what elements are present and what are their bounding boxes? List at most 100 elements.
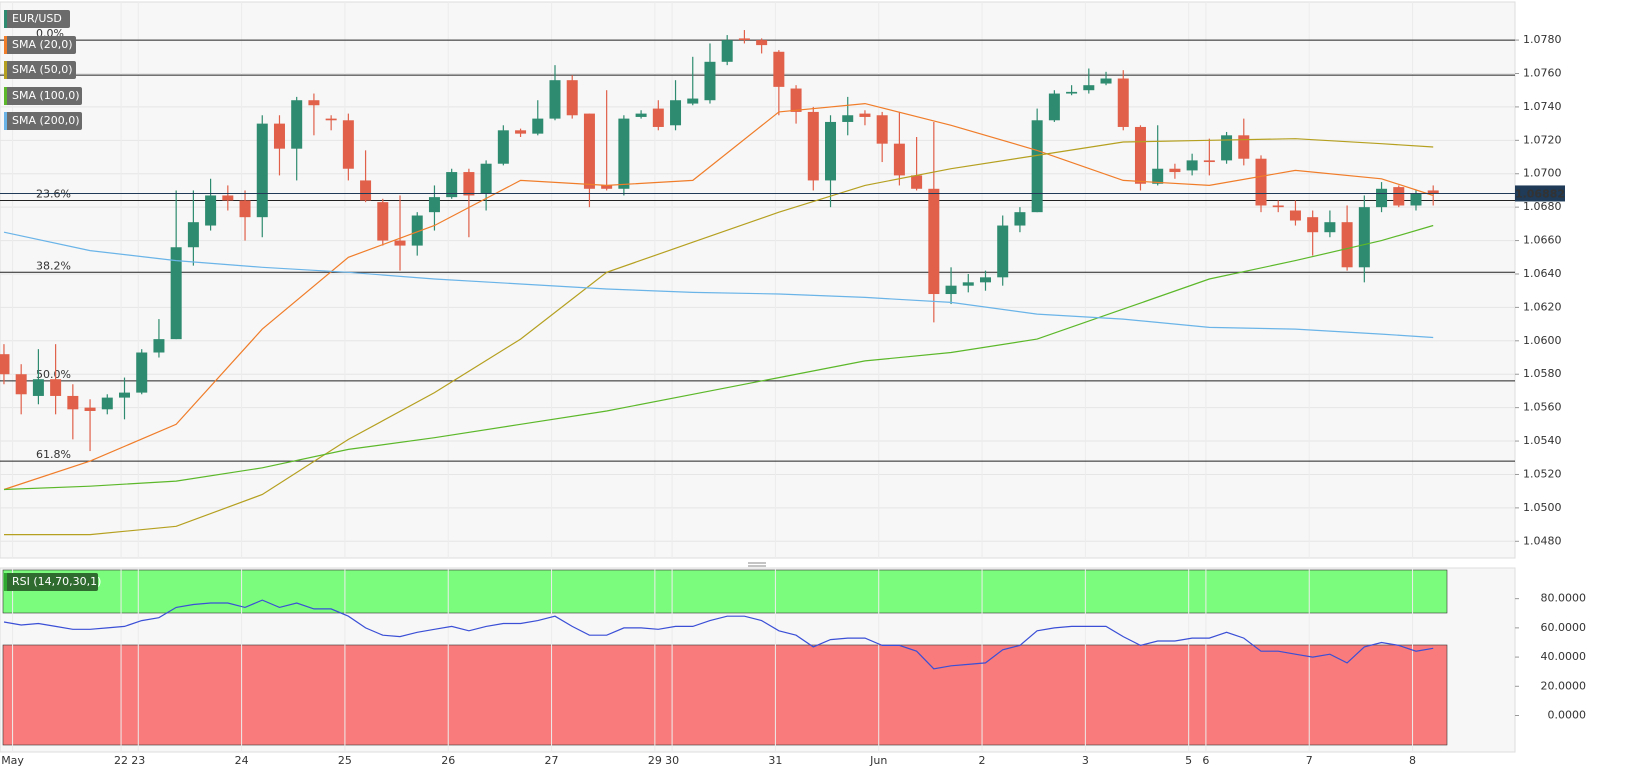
- candle-body: [84, 407, 96, 411]
- candle-body: [205, 195, 217, 226]
- legend-box: [4, 573, 98, 591]
- candle-body: [239, 200, 251, 218]
- legend-label: RSI (14,70,30,1): [12, 575, 101, 588]
- fib-label: 61.8%: [36, 448, 71, 461]
- y-tick-label: 1.0700: [1523, 167, 1562, 180]
- candle-body: [756, 40, 768, 46]
- candle-body: [1083, 85, 1095, 91]
- candle-body: [325, 118, 337, 121]
- y-tick-label: 1.0480: [1523, 534, 1562, 547]
- candle-body: [979, 277, 991, 283]
- candle-body: [377, 202, 389, 241]
- last-price-marker: [1515, 185, 1565, 202]
- y-tick-label: 1.0620: [1523, 300, 1562, 313]
- fib-label: 38.2%: [36, 259, 71, 272]
- candle-body: [652, 108, 664, 127]
- legend-label: EUR/USD: [12, 12, 62, 25]
- candle-body: [1031, 120, 1043, 213]
- legend-box: [4, 61, 76, 79]
- candle-body: [411, 215, 423, 246]
- candle-body: [704, 61, 716, 101]
- candle-body: [532, 118, 544, 134]
- candle-body: [1341, 222, 1353, 268]
- y-tick-label: 1.0660: [1523, 234, 1562, 247]
- candle-body: [360, 180, 372, 201]
- candle-body: [15, 374, 27, 395]
- candle-body: [1255, 158, 1267, 206]
- y-tick-label: 20.0000: [1541, 679, 1587, 692]
- candle-body: [222, 195, 234, 201]
- candle-body: [291, 100, 303, 149]
- candle-body: [1203, 160, 1215, 163]
- candle-body: [928, 188, 940, 295]
- candle-body: [446, 172, 458, 198]
- candle-body: [1358, 207, 1370, 268]
- x-tick-label: 26: [441, 754, 455, 767]
- candle-body: [136, 352, 148, 393]
- candle-body: [428, 197, 440, 213]
- x-tick-label: 25: [338, 754, 352, 767]
- y-tick-label: 1.0560: [1523, 401, 1562, 414]
- x-tick-label: 6: [1202, 754, 1209, 767]
- candle-body: [170, 247, 182, 340]
- candle-body: [342, 120, 354, 169]
- x-tick-label: 27: [545, 754, 559, 767]
- legend-swatch: [4, 36, 7, 54]
- candle-body: [601, 185, 613, 189]
- candle-body: [859, 113, 871, 117]
- candle-body: [687, 98, 699, 104]
- x-tick-label: 30: [665, 754, 679, 767]
- fib-label: 23.6%: [36, 187, 71, 200]
- candle-body: [618, 118, 630, 189]
- candle-body: [497, 130, 509, 164]
- candle-body: [101, 397, 113, 410]
- sma-line: [3, 102, 1434, 491]
- candle-body: [153, 339, 165, 353]
- x-tick-label: May: [1, 754, 24, 767]
- legend-box: [4, 10, 70, 28]
- legend-box: [4, 36, 76, 54]
- candle-body: [549, 80, 561, 119]
- candle-body: [1014, 212, 1026, 226]
- candle-body: [1117, 78, 1129, 127]
- legend-label: SMA (100,0): [12, 89, 80, 102]
- candle-body: [1221, 135, 1233, 161]
- y-tick-label: 0.0000: [1548, 708, 1587, 721]
- y-tick-label: 1.0540: [1523, 434, 1562, 447]
- candle-body: [790, 88, 802, 112]
- y-tick-label: 1.0600: [1523, 334, 1562, 347]
- candle-body: [1169, 168, 1181, 173]
- y-tick-label: 1.0680: [1523, 200, 1562, 213]
- x-tick-label: Jun: [869, 754, 887, 767]
- candle-body: [1410, 193, 1422, 206]
- y-tick-label: 1.0780: [1523, 33, 1562, 46]
- legend-label: SMA (200,0): [12, 114, 80, 127]
- y-tick-label: 1.0720: [1523, 133, 1562, 146]
- candle-body: [50, 379, 62, 396]
- x-tick-label: 31: [768, 754, 782, 767]
- candle-body: [807, 111, 819, 181]
- candle-body: [308, 100, 320, 106]
- candle-body: [825, 121, 837, 181]
- candle-body: [394, 240, 406, 246]
- candle-body: [256, 123, 268, 218]
- y-tick-label: 1.0520: [1523, 467, 1562, 480]
- legend-label: SMA (50,0): [12, 63, 73, 76]
- x-tick-label: 24: [235, 754, 249, 767]
- candle-body: [945, 285, 957, 295]
- candle-body: [670, 100, 682, 126]
- sma-line: [3, 224, 1434, 491]
- candle-body: [32, 379, 44, 396]
- candle-body: [1289, 210, 1301, 221]
- legend-swatch: [4, 10, 7, 28]
- candle-body: [583, 113, 595, 189]
- legend-box: [4, 112, 82, 130]
- x-tick-label: 8: [1409, 754, 1416, 767]
- y-tick-label: 1.0640: [1523, 267, 1562, 280]
- candle-body: [911, 175, 923, 189]
- candle-body: [480, 163, 492, 194]
- candle-body: [0, 354, 10, 375]
- candle-body: [721, 40, 733, 62]
- y-tick-label: 1.0760: [1523, 66, 1562, 79]
